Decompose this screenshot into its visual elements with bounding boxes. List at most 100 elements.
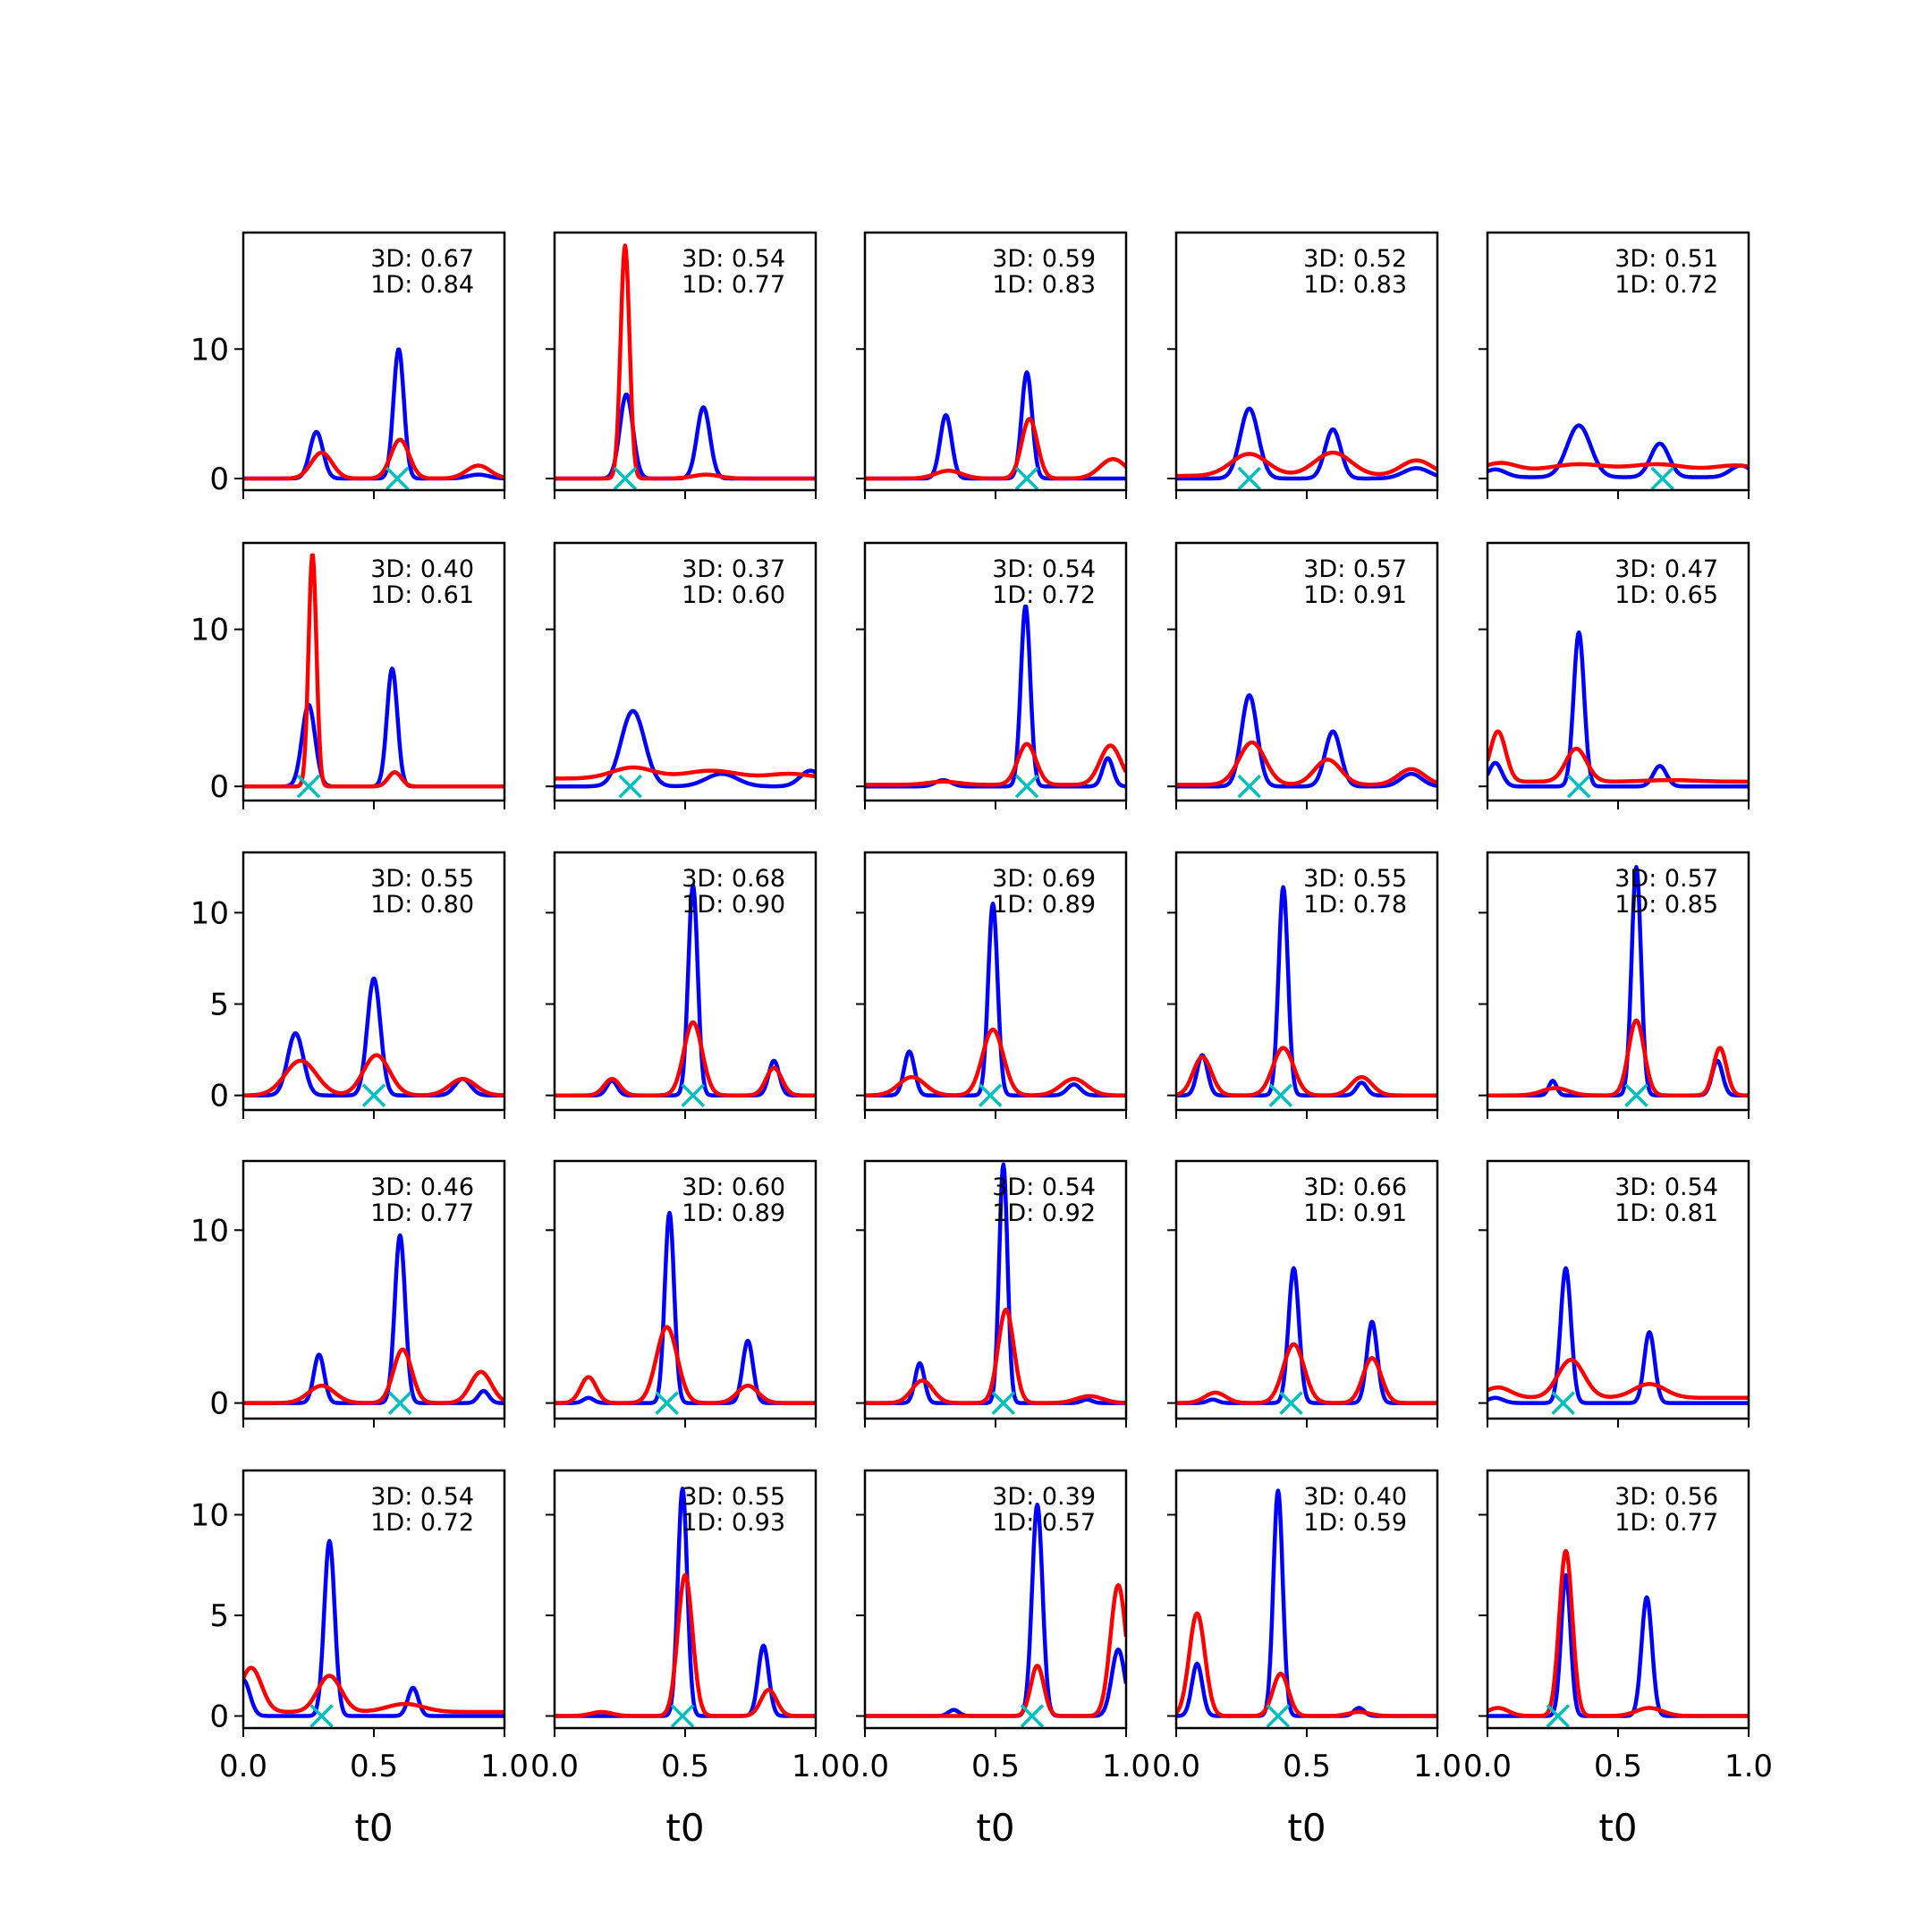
x-marker-stroke: [978, 1083, 1003, 1107]
score-annotation: 3D: 0.51: [1614, 245, 1718, 273]
x-marker-stroke: [1268, 1083, 1293, 1107]
series-3d-line: [555, 708, 816, 789]
score-annotation: 1D: 0.57: [992, 1509, 1096, 1537]
x-marker-stroke: [681, 1083, 705, 1107]
x-marker: [991, 1391, 1015, 1415]
x-marker-stroke: [296, 774, 321, 799]
x-marker: [618, 774, 642, 799]
score-annotation: 3D: 0.54: [1614, 1174, 1718, 1201]
y-tick-label: 0: [209, 1386, 229, 1422]
x-marker-stroke: [1014, 466, 1039, 491]
score-annotation: 3D: 0.67: [370, 245, 474, 273]
x-marker-stroke: [670, 1704, 695, 1728]
x-marker: [1237, 774, 1261, 799]
x-marker: [670, 1704, 695, 1728]
y-tick-label: 0: [209, 769, 229, 805]
y-tick-label: 5: [209, 987, 229, 1023]
series-1d-line: [243, 437, 504, 481]
x-marker: [1268, 1083, 1293, 1107]
x-marker: [1279, 1391, 1303, 1415]
x-marker-stroke: [309, 1704, 334, 1728]
x-marker-stroke: [1014, 774, 1039, 799]
score-annotation: 1D: 0.77: [370, 1199, 474, 1227]
score-annotation: 3D: 0.55: [1303, 865, 1407, 893]
x-tick-label: 1.0: [480, 1749, 529, 1784]
score-annotation: 3D: 0.55: [370, 865, 474, 893]
series-1d-line: [243, 1053, 504, 1097]
score-annotation: 1D: 0.72: [992, 581, 1096, 609]
score-annotation: 1D: 0.84: [370, 271, 474, 299]
series-1d-line: [865, 1307, 1126, 1405]
score-annotation: 3D: 0.66: [1303, 1174, 1407, 1201]
score-annotation: 1D: 0.91: [1303, 581, 1407, 609]
score-annotation: 1D: 0.85: [1614, 891, 1718, 919]
x-marker-stroke: [1279, 1391, 1303, 1415]
series-1d-line: [1176, 740, 1437, 787]
score-annotation: 1D: 0.90: [682, 891, 785, 919]
series-1d-line: [1487, 1548, 1749, 1718]
x-marker-stroke: [991, 1391, 1015, 1415]
x-marker: [1551, 1391, 1575, 1415]
y-tick-label: 5: [209, 1598, 229, 1634]
score-annotation: 1D: 0.72: [1614, 271, 1718, 299]
series-3d-line: [555, 1487, 816, 1718]
x-marker-stroke: [387, 1391, 412, 1415]
series-1d-line: [555, 1572, 816, 1718]
score-annotation: 1D: 0.61: [370, 581, 474, 609]
y-tick-label: 10: [191, 1213, 229, 1249]
x-marker-stroke: [1266, 1704, 1291, 1728]
y-tick-label: 10: [191, 613, 229, 648]
x-marker: [1237, 466, 1261, 491]
x-marker: [1624, 1083, 1648, 1107]
score-annotation: 1D: 0.78: [1303, 891, 1407, 919]
score-annotation: 3D: 0.56: [1614, 1483, 1718, 1511]
x-marker-stroke: [386, 466, 410, 491]
y-tick-label: 10: [191, 332, 229, 368]
x-marker: [1020, 1704, 1045, 1728]
x-marker-stroke: [1546, 1704, 1571, 1728]
series-1d-line: [865, 741, 1126, 787]
score-annotation: 3D: 0.52: [1303, 245, 1407, 273]
score-annotation: 3D: 0.40: [1303, 1483, 1407, 1511]
series-1d-line: [865, 1583, 1126, 1718]
score-annotation: 3D: 0.54: [992, 555, 1096, 583]
x-marker-stroke: [1566, 774, 1591, 799]
y-tick-label: 10: [191, 895, 229, 931]
score-annotation: 1D: 0.92: [992, 1199, 1096, 1227]
x-marker: [1650, 466, 1674, 491]
series-1d-line: [1487, 1018, 1749, 1097]
series-3d-line: [1176, 693, 1437, 789]
score-annotation: 1D: 0.77: [682, 271, 785, 299]
score-annotation: 3D: 0.69: [992, 865, 1096, 893]
x-marker-stroke: [613, 466, 638, 491]
y-tick-label: 0: [209, 1699, 229, 1735]
series-1d-line: [1176, 450, 1437, 479]
series-1d-line: [1176, 1046, 1437, 1097]
series-3d-line: [865, 901, 1126, 1097]
series-1d-line: [1176, 1342, 1437, 1405]
x-tick-label: 0.0: [530, 1749, 579, 1784]
x-marker-stroke: [1551, 1391, 1575, 1415]
score-annotation: 3D: 0.57: [1614, 865, 1718, 893]
y-tick-label: 0: [209, 462, 229, 497]
x-marker: [681, 1083, 705, 1107]
series-1d-line: [555, 1325, 816, 1405]
score-annotation: 3D: 0.54: [682, 245, 785, 273]
x-marker: [1266, 1704, 1291, 1728]
series-3d-line: [1176, 406, 1437, 481]
x-marker: [1014, 466, 1039, 491]
